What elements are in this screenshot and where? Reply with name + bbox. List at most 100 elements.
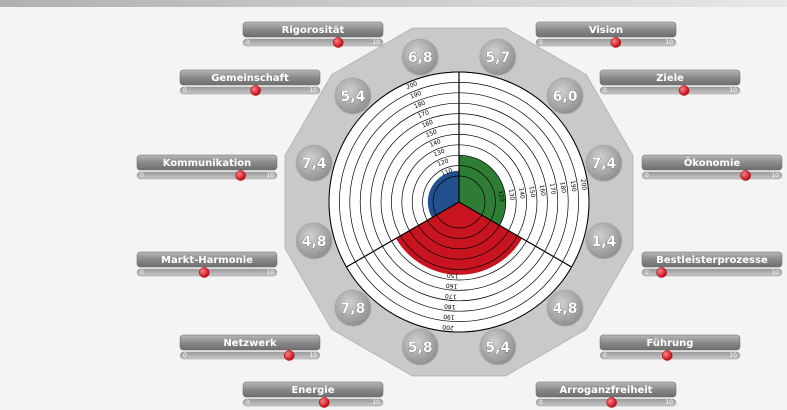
ring-label: 120 [497,190,506,202]
slider-label-bar [242,21,384,38]
slider-label: Arroganzfreiheit [560,385,653,396]
slider-min: 0 [140,172,144,179]
slider-min: 0 [183,87,187,94]
ring-label: 180 [413,99,426,110]
ring-label: 140 [429,138,442,149]
slider-label: Markt-Harmonie [161,255,253,266]
slider-label-bar [599,69,741,86]
slider-knob [332,37,344,48]
slider-track [641,268,783,277]
slider-min: 0 [645,269,649,276]
slider-max: 10 [665,39,673,46]
ring-label: 170 [417,109,430,120]
value-label: 6,0 [553,89,578,105]
slider-label: Ziele [656,73,684,84]
slider-label-bar [136,251,278,268]
ring-label: 150 [425,128,438,139]
slider-max: 10 [266,172,274,179]
value-bubble [546,289,584,327]
slider-track [535,398,677,407]
ring-label: 150 [528,186,537,198]
slider-track [179,351,321,360]
slider-max: 10 [372,39,380,46]
ring-label: 160 [421,119,434,130]
slider-label: Ökonomie [684,155,741,169]
slider-min: 0 [140,269,144,276]
slider-max: 10 [771,269,779,276]
slider-label: Vision [589,25,623,36]
slider-label: Gemeinschaft [211,73,289,84]
slider-label-bar [641,251,783,268]
value-label: 7,8 [341,301,366,317]
ring-label: 110 [440,167,453,178]
slider-track [242,398,384,407]
ring-label: 170 [445,292,457,300]
sector-divider [346,201,460,268]
slider-knob [235,170,246,181]
slider-label-bar [535,381,677,398]
slider-knob [740,170,751,181]
value-label: 5,7 [485,50,510,66]
slider-label-bar [242,381,384,398]
slider-knob [678,85,690,96]
value-label: 1,4 [591,234,616,250]
ring-label: 150 [446,271,458,279]
slider-label: Kommunikation [163,158,252,169]
value-bubble [401,38,439,76]
slider-label-bar [179,334,321,351]
value-bubble [546,77,584,115]
sector-divider [458,201,572,268]
slider-max: 10 [309,352,317,359]
slider-knob [610,37,622,48]
slider-knob [661,350,673,361]
ring-label: 180 [444,302,456,310]
slider-min: 0 [183,352,187,359]
value-label: 5,4 [485,340,510,356]
slider-min: 0 [645,172,649,179]
ring-label: 190 [569,180,578,192]
ring-label: 190 [443,313,455,321]
slider-min: 0 [603,352,607,359]
ring-label: 180 [558,181,567,193]
slider-track [599,86,741,95]
slider-max: 10 [266,269,274,276]
slider-min: 0 [246,399,250,406]
value-label: 7,4 [591,156,616,172]
value-label: 4,8 [302,234,327,250]
slider-label-bar [599,334,741,351]
slider-knob [250,85,261,96]
slider-label-bar [179,69,321,86]
ring-label: 160 [538,184,547,196]
ring-label: 200 [442,323,454,331]
radar: 120 130 140 150 160 170 180 190 2001501601701801… [284,27,634,377]
slider-max: 10 [309,87,317,94]
slider-max: 10 [729,352,737,359]
value-bubble [479,38,517,76]
value-bubble [585,144,623,182]
value-label: 5,4 [341,89,366,105]
slider-track [179,86,321,95]
ring-label: 130 [433,148,446,159]
slider-knob [283,350,295,361]
slider-label: Bestleisterprozesse [656,255,768,266]
slider-knob [606,397,617,408]
slider-min: 0 [246,39,250,46]
ring-label: 130 [507,189,516,201]
slider-track [136,171,278,180]
ring-label: 120 [437,157,450,168]
slider-max: 10 [729,87,737,94]
slider-track [535,38,677,47]
value-label: 4,8 [553,301,578,317]
slider-track [242,38,384,47]
slider-max: 10 [372,399,380,406]
slider-label: Führung [647,338,694,349]
value-bubble [401,328,439,366]
slider-knob [198,267,210,278]
value-bubble [334,77,372,115]
slider-label-bar [136,154,278,171]
slider-label: Energie [291,385,334,396]
ring-label: 190 [409,90,422,101]
value-bubble [295,222,333,260]
value-label: 5,8 [408,340,433,356]
